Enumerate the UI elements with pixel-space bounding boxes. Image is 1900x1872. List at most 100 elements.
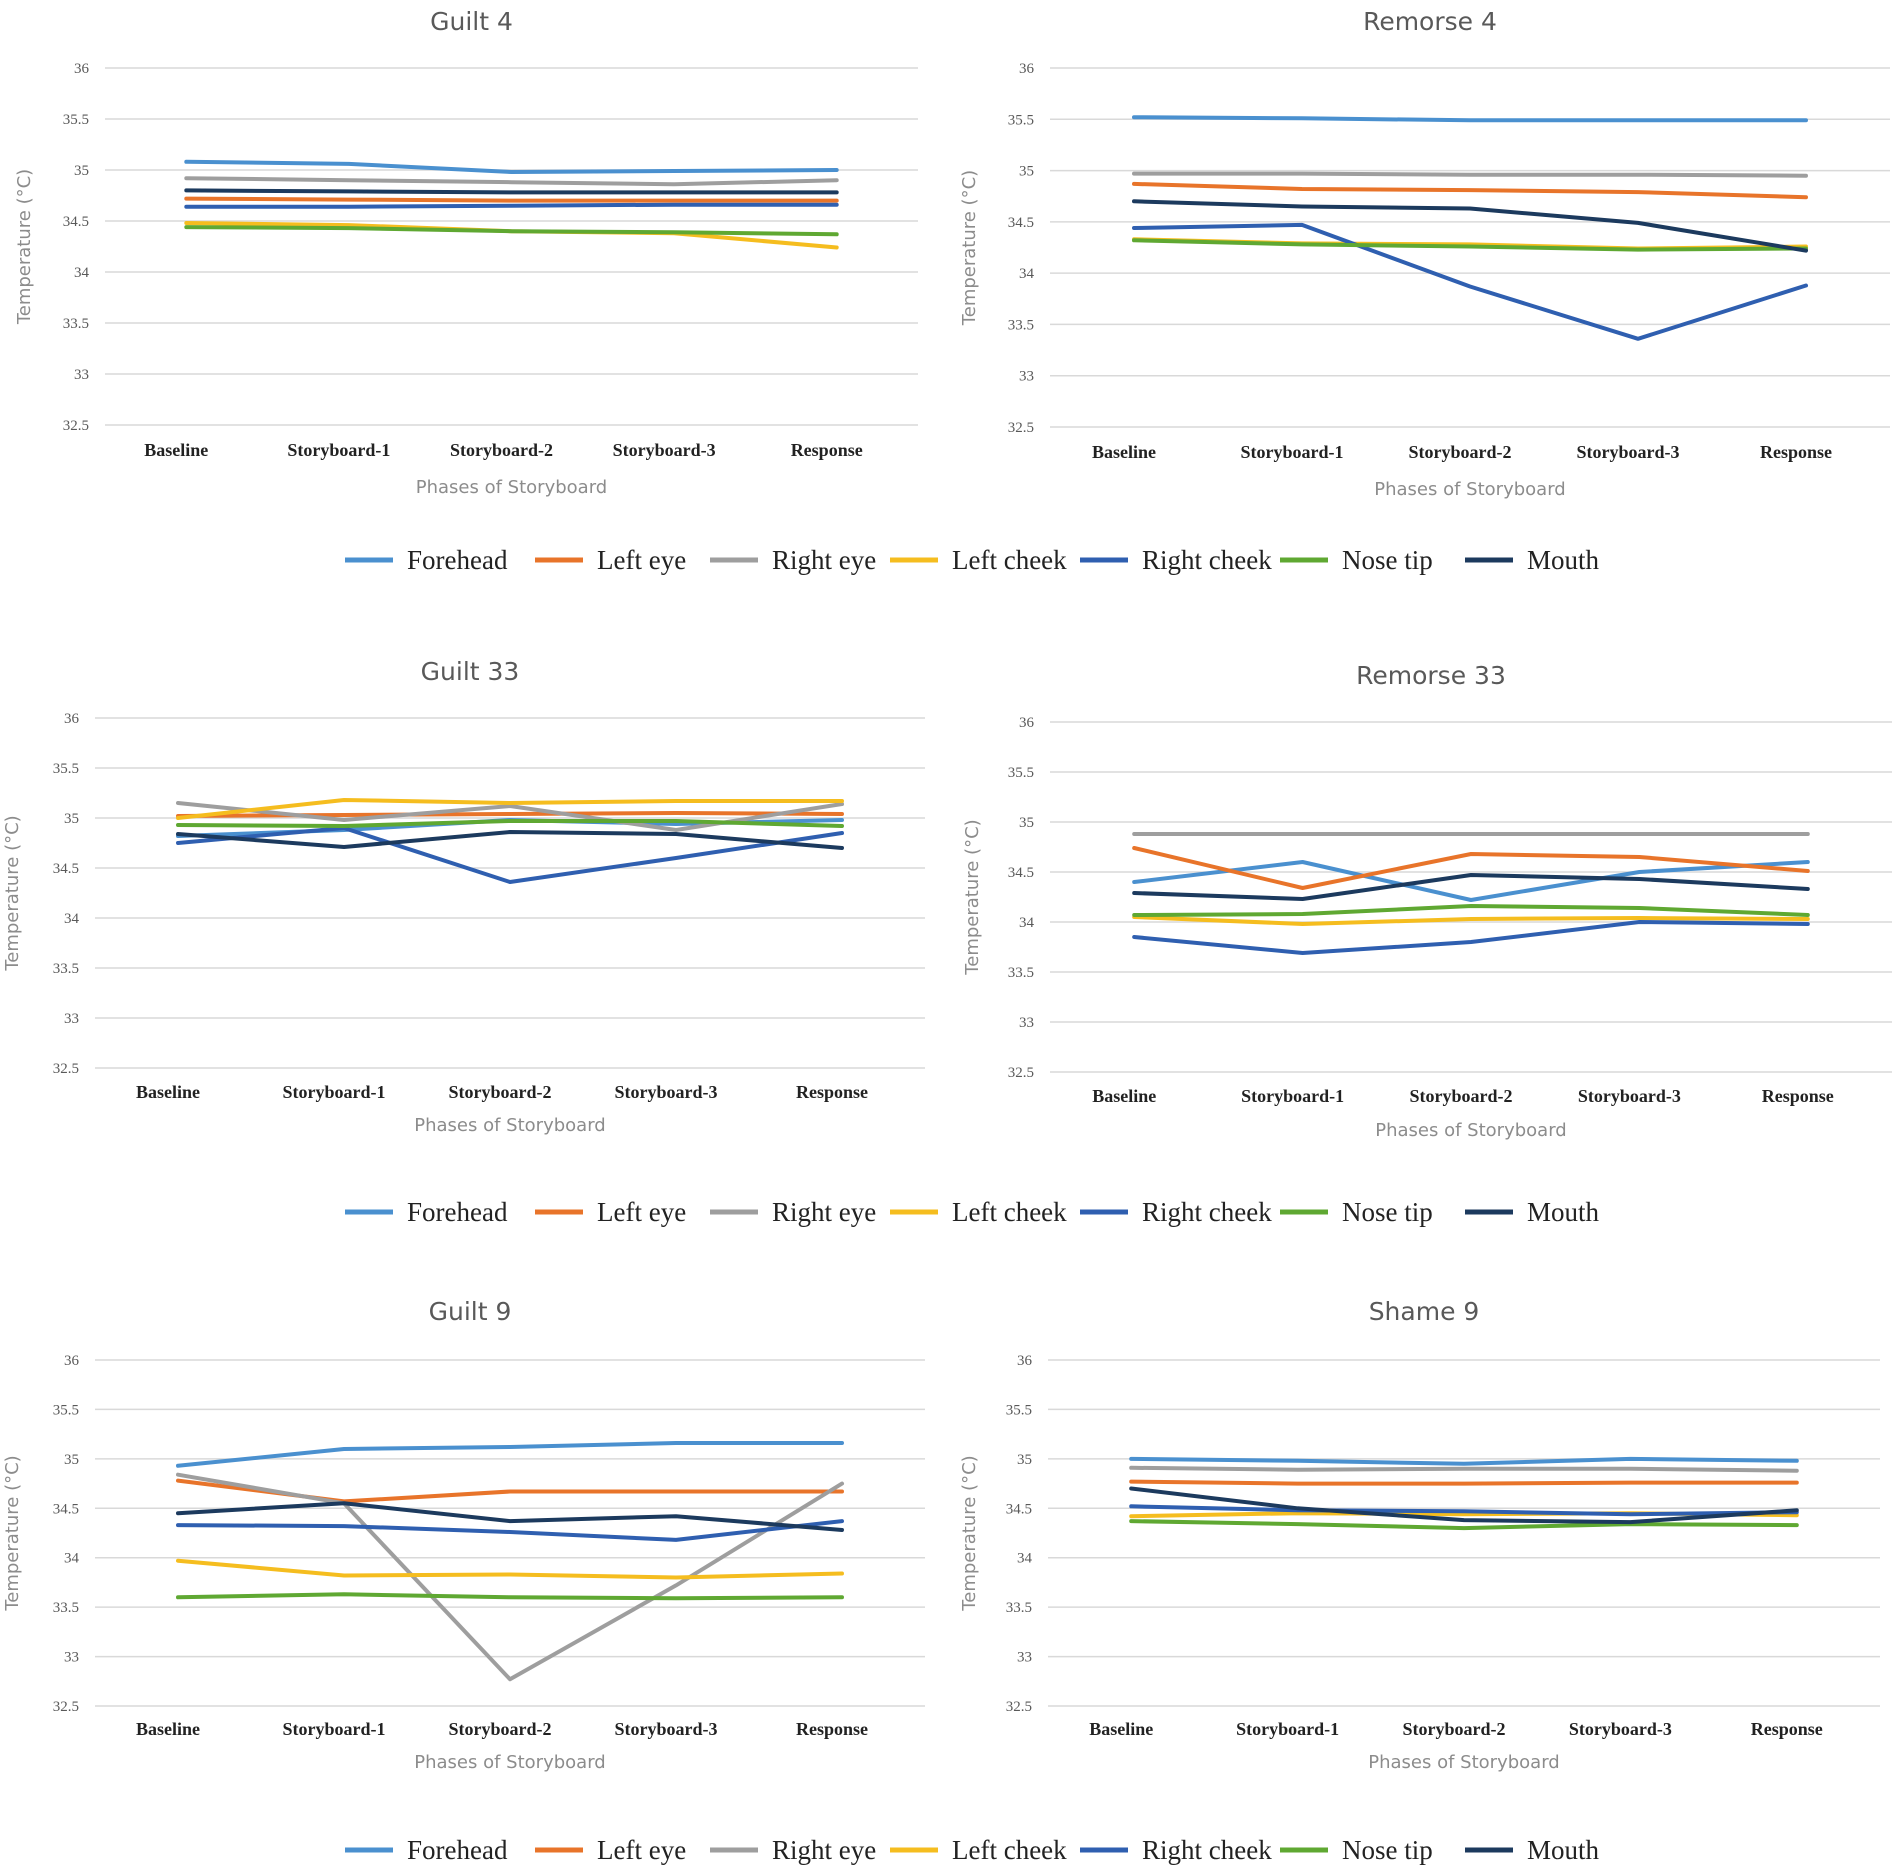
y-tick-label: 33.5 (1008, 965, 1034, 981)
y-axis-title: Temperature (°C) (959, 1455, 980, 1611)
series-line-right-cheek (176, 1519, 844, 1542)
chart-title: Remorse 33 (1356, 661, 1506, 690)
series-line-right-cheek (1132, 920, 1810, 955)
series-line-right-eye (1129, 1465, 1799, 1473)
chart-4: Guilt 9 32.5 33 33.5 34 34.5 35 35.5 36 Baseline S… (2, 1297, 925, 1773)
chart-3: Remorse 33 32.5 33 33.5 34 34.5 35 35.5 36 Baseli… (962, 661, 1892, 1141)
x-axis-title: Phases of Storyboard (1375, 1120, 1566, 1141)
chart-0: Guilt 4 32.5 33 33.5 34 34.5 35 35.5 36 Baseline S… (14, 7, 918, 498)
x-tick-label: Baseline (136, 1082, 200, 1102)
series-line-left-cheek (176, 1558, 844, 1580)
legend-label: Nose tip (1342, 1197, 1433, 1227)
legend-label: Left cheek (952, 1835, 1067, 1865)
y-axis-title: Temperature (°C) (2, 815, 23, 971)
series-line-nose-tip (1132, 238, 1808, 252)
x-tick-label: Baseline (1089, 1719, 1153, 1739)
x-tick-label: Response (1760, 442, 1832, 462)
legend-label: Nose tip (1342, 1835, 1433, 1865)
legend-label: Forehead (407, 545, 508, 575)
legend-label: Left cheek (952, 545, 1067, 575)
y-tick-label: 33 (74, 367, 89, 383)
y-tick-label: 35 (64, 811, 79, 827)
y-tick-label: 32.5 (53, 1061, 79, 1077)
y-tick-label: 32.5 (63, 418, 89, 434)
y-tick-label: 32.5 (1008, 420, 1034, 436)
y-tick-label: 34 (1017, 1551, 1033, 1567)
series-line-nose-tip (176, 819, 844, 828)
legend-label: Forehead (407, 1835, 508, 1865)
x-tick-label: Storyboard-1 (283, 1719, 386, 1739)
legend-label: Right eye (772, 545, 876, 575)
legend-label: Right cheek (1142, 1835, 1272, 1865)
x-tick-label: Storyboard-3 (1578, 1086, 1681, 1106)
series-line-mouth (184, 188, 839, 195)
x-axis-title: Phases of Storyboard (416, 477, 607, 498)
legend: Forehead Left eye Right eye Left cheek Right… (345, 1197, 1600, 1227)
y-tick-label: 34 (1019, 266, 1035, 282)
legend-label: Right cheek (1142, 545, 1272, 575)
y-tick-label: 36 (1019, 61, 1035, 77)
y-tick-label: 33.5 (1008, 317, 1034, 333)
series-line-right-eye (184, 176, 839, 187)
series-line-left-cheek (1132, 915, 1810, 926)
x-tick-label: Storyboard-1 (283, 1082, 386, 1102)
legend-label: Left cheek (952, 1197, 1067, 1227)
y-tick-label: 34.5 (1008, 865, 1034, 881)
y-tick-label: 35.5 (1008, 112, 1034, 128)
y-tick-label: 34.5 (1006, 1501, 1032, 1517)
x-axis-title: Phases of Storyboard (414, 1752, 605, 1773)
x-tick-label: Baseline (1092, 442, 1156, 462)
y-tick-label: 34 (64, 1551, 80, 1567)
y-tick-label: 35 (1019, 815, 1034, 831)
legend-label: Right cheek (1142, 1197, 1272, 1227)
chart-2: Guilt 33 32.5 33 33.5 34 34.5 35 35.5 36 Baseline… (2, 657, 925, 1136)
series-line-right-cheek (1132, 222, 1808, 341)
y-tick-label: 34 (64, 911, 80, 927)
series-line-left-cheek (176, 798, 844, 820)
y-tick-label: 35.5 (63, 112, 89, 128)
series-line-nose-tip (1129, 1519, 1799, 1531)
series-line-forehead (1132, 115, 1808, 123)
y-tick-label: 33 (1019, 369, 1034, 385)
y-tick-label: 34.5 (1008, 215, 1034, 231)
series-line-forehead (176, 1441, 844, 1468)
legend-label: Left eye (597, 1197, 686, 1227)
y-tick-label: 35.5 (53, 1402, 79, 1418)
series-line-right-eye (176, 1472, 844, 1682)
x-tick-label: Storyboard-1 (287, 440, 390, 460)
y-tick-label: 36 (64, 711, 80, 727)
x-tick-label: Response (796, 1719, 868, 1739)
series-line-nose-tip (176, 1592, 844, 1601)
series-line-right-cheek (176, 826, 844, 884)
legend-label: Right eye (772, 1197, 876, 1227)
y-tick-label: 32.5 (1006, 1699, 1032, 1715)
x-tick-label: Storyboard-2 (449, 1719, 552, 1739)
y-tick-label: 32.5 (1008, 1065, 1034, 1081)
series-line-mouth (1132, 199, 1808, 253)
series-line-forehead (1129, 1456, 1799, 1466)
series-line-nose-tip (184, 225, 839, 237)
series-line-left-eye (1132, 846, 1810, 890)
series-line-right-cheek (184, 202, 839, 209)
y-tick-label: 33.5 (63, 316, 89, 332)
x-tick-label: Storyboard-3 (613, 440, 716, 460)
legend-label: Forehead (407, 1197, 508, 1227)
series-line-right-cheek (1129, 1504, 1799, 1517)
series-line-mouth (176, 1501, 844, 1532)
chart-title: Guilt 9 (429, 1297, 512, 1326)
chart-title: Shame 9 (1369, 1297, 1480, 1326)
y-tick-label: 35.5 (1006, 1402, 1032, 1418)
series-line-left-eye (184, 196, 839, 203)
legend: Forehead Left eye Right eye Left cheek Right… (345, 1835, 1600, 1865)
x-tick-label: Storyboard-1 (1241, 442, 1344, 462)
y-tick-label: 33.5 (1006, 1600, 1032, 1616)
y-tick-label: 34 (74, 265, 90, 281)
x-tick-label: Storyboard-3 (615, 1719, 718, 1739)
x-tick-label: Baseline (1092, 1086, 1156, 1106)
y-tick-label: 34.5 (53, 1501, 79, 1517)
x-axis-title: Phases of Storyboard (414, 1115, 605, 1136)
series-line-nose-tip (1132, 904, 1810, 917)
series-line-left-eye (1132, 181, 1808, 200)
y-tick-label: 36 (1019, 715, 1035, 731)
x-tick-label: Storyboard-1 (1241, 1086, 1344, 1106)
